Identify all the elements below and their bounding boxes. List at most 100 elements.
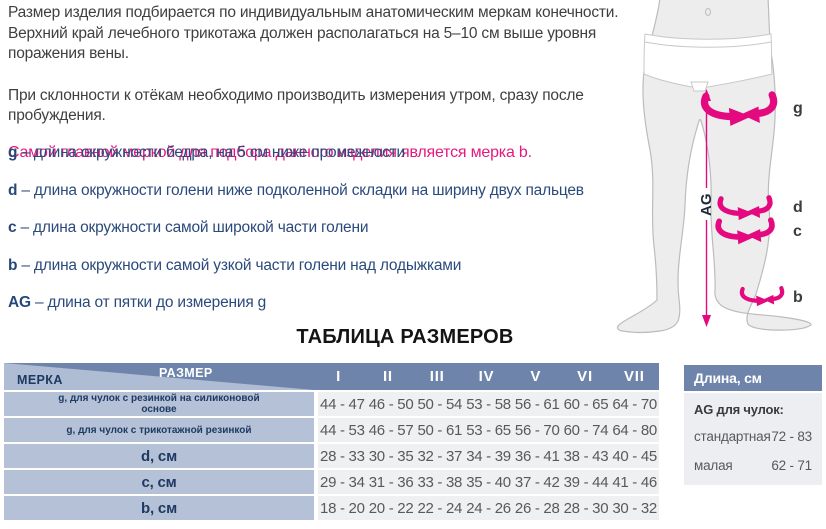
table-cell-value: 39 - 44	[563, 473, 609, 491]
table-cell-value: 28 - 33	[320, 447, 365, 465]
key-measurement-note: Самой главной меркой для подбора данного…	[8, 143, 532, 161]
table-cell-value: 24 - 26	[466, 499, 511, 517]
ag-label: AG	[698, 194, 715, 217]
length-panel-body: AG для чулок: стандартная 72 - 83 малая …	[684, 393, 822, 485]
table-cell-value: 36 - 41	[514, 447, 560, 465]
figure-label-d: d	[793, 199, 803, 216]
navel	[705, 8, 711, 16]
table-cell-value: 30 - 32	[612, 499, 657, 517]
row-label: c, см	[4, 470, 314, 494]
table-row: g, для чулок с резинкой на силиконовой о…	[4, 392, 659, 416]
table-cell-value: 44 - 53	[320, 421, 365, 439]
row-values: 44 - 53 46 - 57 50 - 61 53 - 65 56 - 70 60 - …	[318, 418, 659, 442]
table-cell-value: 56 - 70	[514, 421, 560, 439]
length-row-value: 72 - 83	[771, 429, 812, 444]
table-row: g, для чулок с трикотажной резинкой 44 -…	[4, 418, 659, 442]
length-panel-subheader: AG для чулок:	[694, 402, 784, 417]
table-cell-value: 44 - 47	[320, 395, 365, 413]
body-silhouette	[616, 0, 812, 334]
row-label: g, для чулок с резинкой на силиконовой о…	[4, 392, 314, 416]
table-cell-value: 64 - 80	[612, 421, 657, 439]
table-cell-value: 64 - 70	[612, 395, 657, 413]
table-cell-value: 40 - 45	[612, 447, 657, 465]
table-cell-value: 35 - 40	[466, 473, 511, 491]
measurement-text: – длина от пятки до измерения g	[34, 294, 267, 311]
table-cell-value: 46 - 57	[368, 421, 414, 439]
measurement-item-d: d – длина окружности голени ниже подколе…	[8, 181, 648, 201]
size-column-headers: I II III IV V VI VII	[314, 363, 659, 390]
table-cell-value: 50 - 61	[417, 421, 463, 439]
measurement-text: – длина окружности бедра, на 5 см ниже п…	[21, 144, 405, 161]
column-header: V	[530, 368, 542, 385]
length-panel-header: Длина, см	[684, 365, 822, 391]
measurement-definitions-list: g – длина окружности бедра, на 5 см ниже…	[8, 143, 648, 331]
table-cell-value: 32 - 37	[417, 447, 463, 465]
measurement-item-b: b – длина окружности самой узкой части г…	[8, 256, 648, 276]
intro-paragraph-1: Размер изделия подбирается по индивидуал…	[8, 4, 619, 62]
figure-label-c: c	[793, 223, 802, 240]
table-cell-value: 50 - 54	[417, 395, 463, 413]
table-row: b, см 18 - 20 20 - 22 22 - 24 24 - 26 26 - 2…	[4, 496, 659, 520]
table-cell-value: 20 - 22	[368, 499, 414, 517]
length-row-label: малая	[694, 458, 733, 473]
measurement-item-c: c – длина окружности самой широкой части…	[8, 218, 648, 238]
leg-diagram-svg: AG g d c b	[616, 0, 812, 334]
table-cell-value: 41 - 46	[612, 473, 657, 491]
table-cell-value: 53 - 65	[466, 421, 511, 439]
intro-section: Размер изделия подбирается по индивидуал…	[8, 3, 652, 163]
table-cell-value: 46 - 50	[368, 395, 414, 413]
waistband-line	[644, 41, 772, 48]
table-cell-value: 26 - 28	[514, 499, 560, 517]
row-values: 44 - 47 46 - 50 50 - 54 53 - 58 56 - 61 60 - …	[318, 392, 659, 416]
measurement-key: AG	[8, 294, 31, 311]
row-label: g, для чулок с трикотажной резинкой	[4, 418, 314, 442]
table-cell-value: 53 - 58	[466, 395, 511, 413]
table-cell-value: 34 - 39	[466, 447, 511, 465]
row-values: 29 - 34 31 - 36 33 - 38 35 - 40 37 - 42 39 - …	[318, 470, 659, 494]
column-header: VI	[577, 368, 593, 385]
size-table-corner-cell: РАЗМЕР МЕРКА	[4, 363, 314, 390]
measurement-text: – длина окружности самой узкой части гол…	[21, 256, 462, 274]
measurement-text: – длина окружности самой широкой части г…	[20, 219, 369, 236]
measurement-key: c	[8, 219, 17, 236]
table-cell-value: 38 - 43	[563, 447, 609, 465]
measurement-key: b	[8, 256, 18, 274]
intro-paragraph-2: При склонности к отёкам необходимо произ…	[8, 86, 584, 125]
measurement-text: – длина окружности голени ниже подколенн…	[21, 181, 584, 199]
row-values: 18 - 20 20 - 22 22 - 24 24 - 26 26 - 28 28 - …	[318, 496, 659, 520]
row-values: 28 - 33 30 - 35 32 - 37 34 - 39 36 - 41 38 - …	[318, 444, 659, 468]
column-header: VII	[623, 368, 645, 385]
figure-label-b: b	[793, 289, 803, 306]
figure-label-g: g	[793, 100, 803, 117]
column-header: II	[382, 368, 393, 385]
column-header: III	[429, 368, 445, 385]
size-table-header-row: РАЗМЕР МЕРКА I II III IV V VI VII	[4, 363, 659, 390]
table-row: d, см 28 - 33 30 - 35 32 - 37 34 - 39 36 - 4…	[4, 444, 659, 468]
gusset-shape	[690, 81, 709, 92]
table-cell-value: 29 - 34	[320, 473, 365, 491]
column-header: I	[336, 368, 342, 385]
length-row-value: 62 - 71	[771, 458, 812, 473]
table-cell-value: 60 - 65	[563, 395, 609, 413]
row-label: b, см	[4, 496, 314, 520]
size-table-title: ТАБЛИЦА РАЗМЕРОВ	[296, 326, 514, 348]
length-panel: Длина, см AG для чулок: стандартная 72 -…	[684, 365, 822, 485]
table-row: c, см 29 - 34 31 - 36 33 - 38 35 - 40 37 - 4…	[4, 470, 659, 494]
ag-length-arrow: AG	[698, 89, 715, 327]
measurement-key: g	[8, 144, 18, 161]
corner-label-size: РАЗМЕР	[159, 366, 213, 380]
table-cell-value: 30 - 35	[368, 447, 414, 465]
table-cell-value: 18 - 20	[320, 499, 365, 517]
length-row-short: малая 62 - 71	[694, 458, 812, 473]
underwear-shape	[643, 33, 773, 89]
measurement-item-ag: AG – длина от пятки до измерения g	[8, 293, 648, 313]
leg-measurement-diagram: AG g d c b	[612, 0, 826, 335]
column-header: IV	[478, 368, 495, 385]
table-cell-value: 37 - 42	[514, 473, 560, 491]
table-cell-value: 31 - 36	[368, 473, 414, 491]
size-table: РАЗМЕР МЕРКА I II III IV V VI VII g, для…	[4, 363, 659, 520]
table-cell-value: 60 - 74	[563, 421, 609, 439]
measurement-item-g: g – длина окружности бедра, на 5 см ниже…	[8, 143, 648, 163]
corner-label-measure: МЕРКА	[17, 373, 63, 387]
